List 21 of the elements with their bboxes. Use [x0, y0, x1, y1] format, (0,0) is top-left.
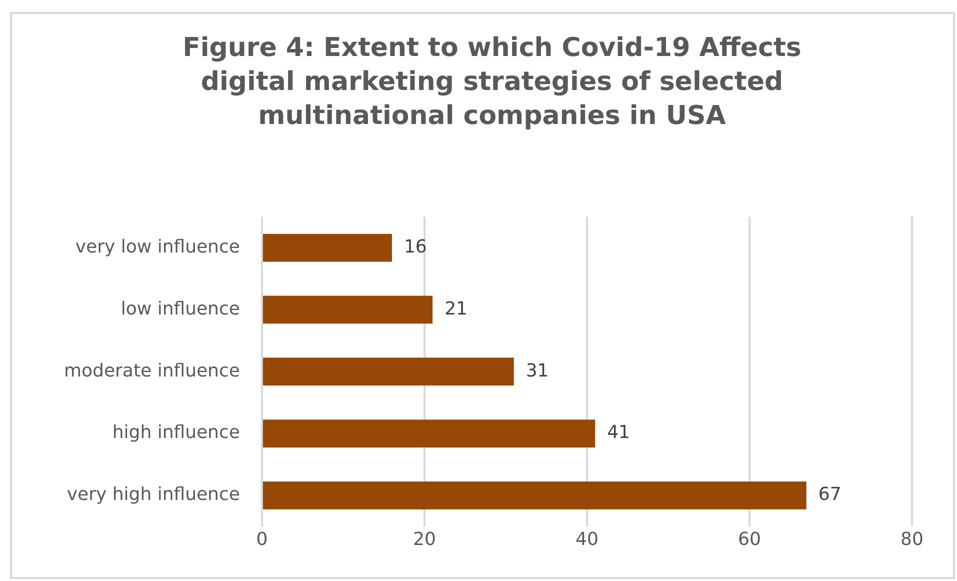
- data-label: 67: [818, 484, 842, 506]
- data-label: 31: [526, 360, 549, 382]
- data-label: 41: [607, 422, 630, 444]
- data-label: 21: [444, 298, 468, 320]
- chart-title: Figure 4: Extent to which Covid-19 Affects digital marketing strategies of selected multinational companies in USA: [182, 32, 802, 133]
- y-tick-label: very high influence: [66, 484, 240, 506]
- x-tick-label: 60: [738, 528, 761, 550]
- y-tick-label: moderate influence: [64, 360, 240, 382]
- x-tick-label: 40: [576, 528, 598, 550]
- data-label: 16: [404, 236, 427, 258]
- bar: [262, 234, 392, 262]
- y-tick-label: very low influence: [75, 236, 240, 258]
- y-tick-label: high influence: [112, 422, 240, 444]
- x-tick-label: 20: [413, 528, 436, 550]
- bar: [262, 482, 806, 510]
- x-tick-label: 80: [900, 528, 924, 550]
- bar: [262, 358, 514, 386]
- bar: [262, 296, 433, 324]
- x-tick-label: 0: [256, 528, 268, 550]
- bar: [262, 420, 596, 448]
- y-tick-label: low influence: [120, 298, 240, 320]
